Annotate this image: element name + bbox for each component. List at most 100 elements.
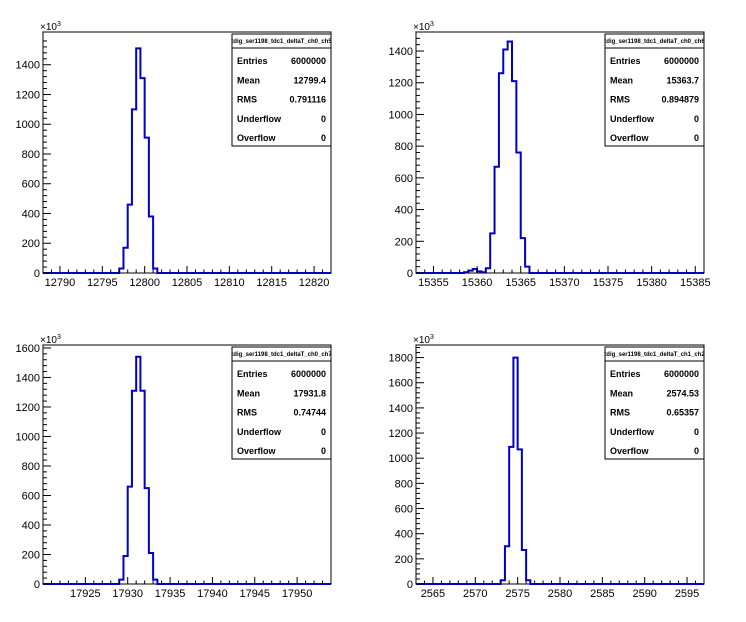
y-tick-label: 1400 — [389, 403, 413, 415]
stat-label-underflow: Underflow — [610, 114, 655, 124]
x-tick-label: 2565 — [421, 588, 445, 600]
stat-value-underflow: 0 — [694, 114, 699, 124]
stat-label-rms: RMS — [610, 408, 630, 418]
stat-label-overflow: Overflow — [610, 446, 650, 456]
stat-label-mean: Mean — [610, 388, 633, 398]
y-tick-label: 1400 — [389, 46, 413, 58]
stat-label-entries: Entries — [237, 369, 268, 379]
y-tick-label: 600 — [395, 173, 413, 185]
y-exponent-label: ×103 — [40, 21, 61, 33]
stat-value-entries: 6000000 — [664, 56, 699, 66]
stat-value-mean: 12799.4 — [293, 75, 326, 85]
stats-box: tdig_ser1198_tdc1_deltaT_ch0_ch5 Entries 6… — [231, 33, 332, 147]
histogram-title: tdig_ser1198_tdc1_deltaT_ch0_ch5 — [231, 39, 332, 45]
x-tick-label: 15380 — [636, 277, 667, 289]
x-tick-label: 12815 — [256, 277, 287, 289]
y-tick-label: 200 — [395, 236, 413, 248]
y-tick-label: 1200 — [389, 428, 413, 440]
y-tick-label: 1200 — [389, 78, 413, 90]
histogram-panel-2: 15355 15360 15365 15370 15375 15380 15385 0 200 4… — [389, 21, 711, 289]
stat-value-entries: 6000000 — [291, 369, 326, 379]
stats-frame — [231, 346, 332, 460]
stats-frame — [604, 33, 705, 147]
x-tick-label: 17925 — [70, 588, 101, 600]
x-tick-label: 2595 — [675, 588, 699, 600]
histogram-line — [416, 356, 704, 585]
x-tick-label: 15370 — [549, 277, 580, 289]
y-tick-label: 1400 — [16, 60, 40, 72]
stat-label-overflow: Overflow — [610, 133, 650, 143]
x-tick-label: 15355 — [418, 277, 449, 289]
stat-label-underflow: Underflow — [237, 114, 282, 124]
stat-label-entries: Entries — [610, 56, 641, 66]
y-tick-label: 1400 — [16, 372, 40, 384]
y-tick-label: 800 — [22, 149, 40, 161]
histogram-line — [416, 40, 704, 274]
histogram-line — [43, 47, 331, 274]
stat-label-mean: Mean — [237, 388, 260, 398]
stat-label-overflow: Overflow — [237, 446, 277, 456]
stat-value-overflow: 0 — [694, 446, 699, 456]
stat-value-overflow: 0 — [321, 133, 326, 143]
stat-label-rms: RMS — [610, 95, 630, 105]
stat-label-mean: Mean — [237, 75, 260, 85]
y-tick-label: 0 — [34, 268, 40, 280]
x-tick-label: 15360 — [462, 277, 493, 289]
x-tick-label: 15385 — [680, 277, 711, 289]
y-tick-label: 1600 — [16, 343, 40, 355]
stat-value-rms: 0.791116 — [289, 95, 326, 105]
y-tick-label: 800 — [395, 141, 413, 153]
stat-value-underflow: 0 — [321, 427, 326, 437]
stat-label-rms: RMS — [237, 408, 257, 418]
stat-value-rms: 0.74744 — [293, 408, 326, 418]
y-tick-label: 400 — [395, 205, 413, 217]
stat-value-rms: 0.65357 — [666, 408, 699, 418]
x-tick-label: 2590 — [632, 588, 656, 600]
histogram-panel-4: 2565 2570 2575 2580 2585 2590 2595 0 200 400 600 80… — [389, 334, 706, 600]
y-tick-label: 0 — [407, 268, 413, 280]
x-tick-label: 15365 — [505, 277, 536, 289]
y-exponent-label: ×103 — [413, 21, 434, 33]
stat-label-entries: Entries — [610, 369, 641, 379]
x-tick-label: 17950 — [282, 588, 313, 600]
x-tick-label: 12805 — [172, 277, 203, 289]
y-tick-label: 200 — [22, 549, 40, 561]
x-tick-label: 15375 — [593, 277, 624, 289]
x-tick-label: 2575 — [505, 588, 529, 600]
stat-value-overflow: 0 — [321, 446, 326, 456]
stat-label-overflow: Overflow — [237, 133, 277, 143]
stat-value-underflow: 0 — [321, 114, 326, 124]
stat-value-underflow: 0 — [694, 427, 699, 437]
y-tick-label: 1800 — [389, 353, 413, 365]
stats-box: tdig_ser1198_tdc1_deltaT_ch0_ch6 Entries 6… — [604, 33, 705, 147]
y-tick-label: 1000 — [389, 453, 413, 465]
y-tick-label: 600 — [395, 504, 413, 516]
stat-value-mean: 15363.7 — [666, 75, 699, 85]
y-tick-label: 1200 — [16, 89, 40, 101]
y-tick-label: 200 — [395, 554, 413, 566]
stat-label-underflow: Underflow — [237, 427, 282, 437]
histogram-title: tdig_ser1198_tdc1_deltaT_ch0_ch6 — [604, 39, 705, 45]
y-tick-label: 1600 — [389, 378, 413, 390]
x-tick-label: 17940 — [197, 588, 228, 600]
histogram-title: tdig_ser1198_tdc1_deltaT_ch1_ch2 — [604, 352, 705, 358]
stat-label-entries: Entries — [237, 56, 268, 66]
x-tick-label: 12800 — [129, 277, 160, 289]
y-tick-label: 400 — [395, 529, 413, 541]
y-tick-label: 200 — [22, 238, 40, 250]
y-tick-label: 400 — [22, 520, 40, 532]
histogram-line — [43, 355, 331, 585]
stats-frame — [604, 346, 705, 460]
y-tick-label: 1000 — [16, 431, 40, 443]
stat-value-rms: 0.894879 — [661, 95, 699, 105]
stat-label-mean: Mean — [610, 75, 633, 85]
y-tick-label: 800 — [395, 478, 413, 490]
x-tick-label: 2580 — [548, 588, 572, 600]
x-tick-label: 2570 — [463, 588, 487, 600]
stat-value-overflow: 0 — [694, 133, 699, 143]
histogram-panel-1: 12790 12795 12800 12805 12810 12815 12820 0 200 4… — [16, 21, 333, 289]
x-tick-label: 17945 — [239, 588, 270, 600]
y-tick-label: 0 — [34, 579, 40, 591]
stat-value-mean: 2574.53 — [666, 388, 699, 398]
